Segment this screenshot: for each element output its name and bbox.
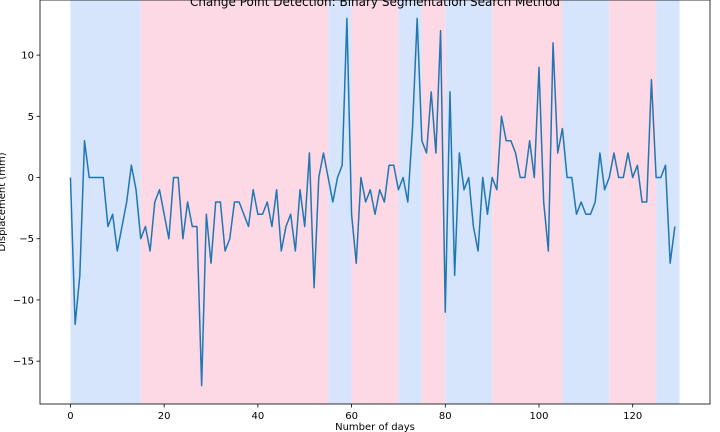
y-tick-label: −10 xyxy=(13,295,34,306)
x-tick-label: 100 xyxy=(529,411,548,422)
x-tick-label: 60 xyxy=(345,411,358,422)
segment-region-8 xyxy=(562,0,610,404)
y-axis-label: Displacement (mm) xyxy=(0,152,8,251)
y-tick-label: −5 xyxy=(19,234,34,245)
y-axis-ticks: −15 −10 −5 0 5 10 xyxy=(13,51,40,368)
segment-region-5 xyxy=(421,0,446,404)
x-axis-label: Number of days xyxy=(335,422,415,432)
segment-region-2 xyxy=(328,0,352,404)
x-tick-label: 0 xyxy=(67,411,73,422)
x-axis-ticks: 0 20 40 60 80 100 120 xyxy=(67,404,642,422)
series-layer xyxy=(69,17,676,387)
series-line-0 xyxy=(69,17,676,387)
y-tick-label: 5 xyxy=(28,112,34,123)
segment-region-7 xyxy=(492,0,563,404)
segment-region-9 xyxy=(609,0,657,404)
y-tick-label: 10 xyxy=(21,51,34,62)
y-tick-label: 0 xyxy=(28,173,34,184)
segment-region-4 xyxy=(398,0,422,404)
plot-frame xyxy=(39,0,711,405)
x-tick-label: 120 xyxy=(623,411,642,422)
x-tick-label: 80 xyxy=(439,411,452,422)
y-tick-label: −15 xyxy=(13,357,34,368)
segment-region-3 xyxy=(351,0,399,404)
x-tick-label: 40 xyxy=(251,411,264,422)
x-tick-label: 20 xyxy=(158,411,171,422)
chart-title: Change Point Detection: Binary Segmentat… xyxy=(190,0,560,9)
